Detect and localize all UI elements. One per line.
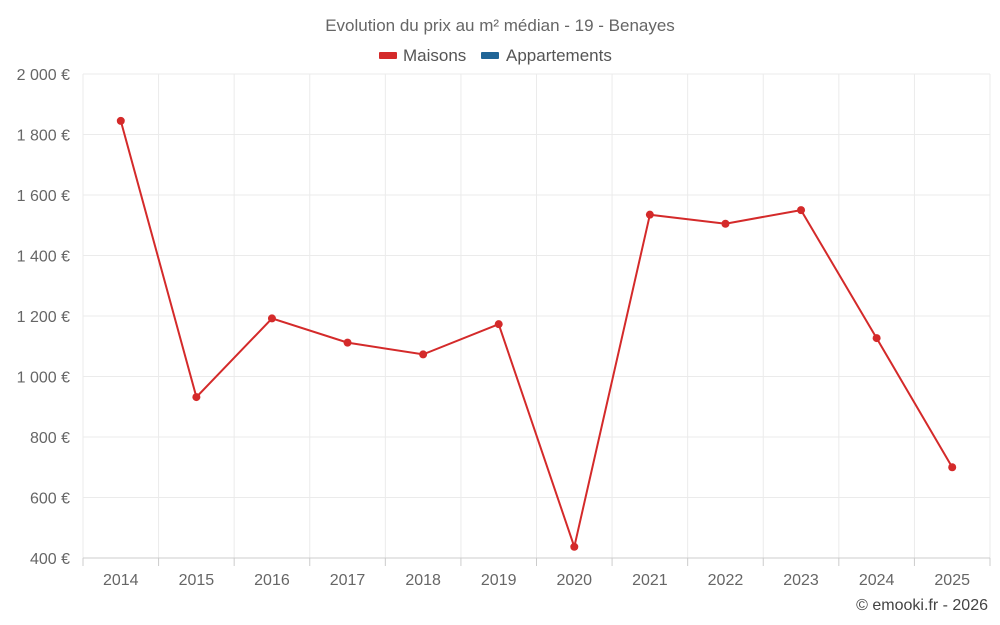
x-tick-label: 2025 (934, 572, 970, 589)
x-tick-label: 2015 (179, 572, 215, 589)
y-tick-label: 1 400 € (17, 249, 70, 266)
data-point-maisons-2014[interactable] (116, 116, 125, 125)
y-tick-label: 1 800 € (17, 128, 70, 145)
x-tick-label: 2022 (708, 572, 744, 589)
x-tick-label: 2017 (330, 572, 366, 589)
data-point-maisons-2018[interactable] (419, 350, 428, 359)
x-tick-label: 2021 (632, 572, 668, 589)
legend-item-appartements[interactable]: Appartements (481, 46, 612, 65)
legend-label-maisons[interactable]: Maisons (403, 46, 466, 65)
data-point-maisons-2025[interactable] (948, 463, 957, 472)
chart-title: Evolution du prix au m² médian - 19 - Be… (325, 16, 675, 35)
data-point-maisons-2024[interactable] (872, 334, 881, 343)
data-point-maisons-2015[interactable] (192, 393, 201, 402)
x-tick-label: 2020 (556, 572, 592, 589)
y-tick-label: 600 € (30, 491, 70, 508)
y-tick-label: 2 000 € (17, 67, 70, 84)
grid (82, 73, 991, 558)
x-tick-label: 2016 (254, 572, 290, 589)
y-tick-label: 400 € (30, 551, 70, 568)
data-point-maisons-2017[interactable] (343, 338, 352, 347)
x-tick-label: 2024 (859, 572, 895, 589)
x-tick-label: 2014 (103, 572, 139, 589)
credit-text: © emooki.fr - 2026 (856, 597, 988, 614)
legend[interactable]: Maisons Appartements (379, 46, 612, 65)
x-tick-label: 2023 (783, 572, 819, 589)
series-line-maisons (119, 120, 954, 551)
axes: 400 € 600 € 800 € 1 000 € 1 200 € 1 400 € 1 60… (17, 67, 991, 589)
data-point-maisons-2019[interactable] (494, 320, 503, 329)
y-tick-label: 800 € (30, 430, 70, 447)
legend-swatch-maisons (379, 52, 397, 59)
data-point-maisons-2016[interactable] (267, 314, 276, 323)
y-tick-label: 1 000 € (17, 370, 70, 387)
y-tick-label: 1 600 € (17, 188, 70, 205)
x-tick-label: 2019 (481, 572, 517, 589)
legend-item-maisons[interactable]: Maisons (379, 46, 466, 65)
data-point-maisons-2021[interactable] (645, 210, 654, 219)
legend-swatch-appartements (481, 52, 499, 59)
series-maisons (116, 116, 957, 551)
x-tick-label: 2018 (405, 572, 441, 589)
legend-label-appartements[interactable]: Appartements (506, 46, 612, 65)
data-point-maisons-2023[interactable] (797, 206, 806, 215)
y-tick-label: 1 200 € (17, 309, 70, 326)
data-point-maisons-2022[interactable] (721, 219, 730, 228)
data-point-maisons-2020[interactable] (570, 542, 579, 551)
